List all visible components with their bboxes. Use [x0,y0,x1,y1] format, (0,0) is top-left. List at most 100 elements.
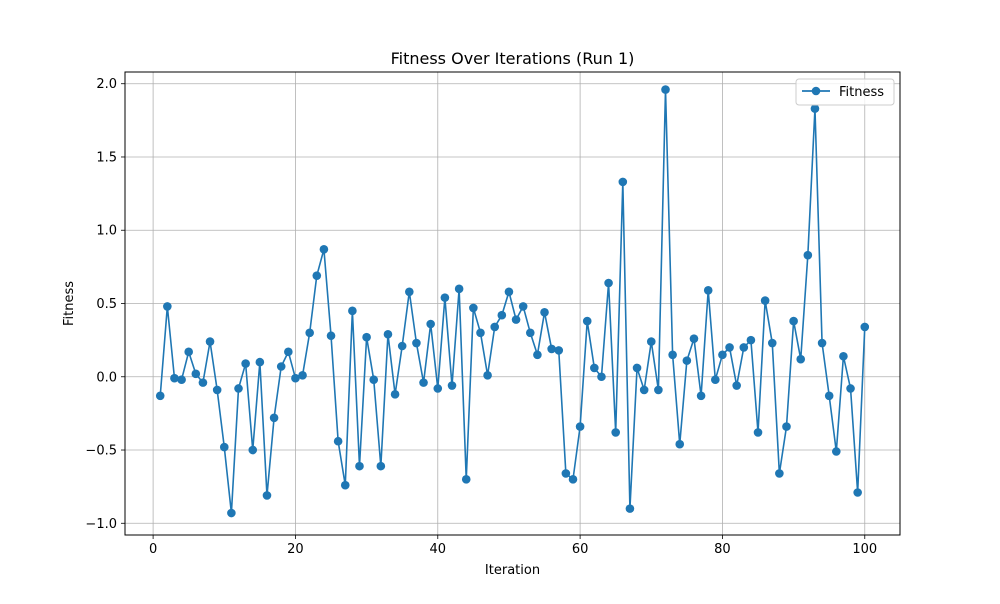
data-point [319,244,329,254]
data-point [853,488,862,497]
data-point [155,391,165,401]
y-axis-label: Fitness [62,281,77,326]
data-point [262,491,272,500]
data-point [362,332,371,342]
data-point [490,322,500,332]
data-point [205,337,215,346]
data-point [661,85,670,94]
data-point [163,302,172,311]
data-point [419,378,428,387]
data-point [561,469,571,478]
data-point [461,475,471,484]
y-tick-label: 0.0 [96,370,117,385]
data-point [454,284,464,294]
data-point [284,347,293,357]
data-point [575,422,585,431]
x-axis-label: Iteration [485,563,540,578]
data-point [426,319,435,329]
x-axis-ticks: 0 20 40 60 80 100 [149,535,877,557]
x-tick-label: 100 [852,542,877,557]
data-point [696,391,706,401]
data-point [269,413,279,423]
data-point [796,354,806,364]
data-point [198,378,208,387]
data-point [711,375,720,384]
data-point [753,428,763,437]
data-point [824,391,834,401]
data-point [219,442,229,452]
data-point [227,508,236,518]
data-point [832,447,841,456]
data-point [390,390,400,399]
data-point [682,356,692,365]
data-point [476,328,485,338]
data-point [568,475,578,484]
data-point [376,461,386,471]
series-fitness [155,85,870,518]
data-point [775,469,784,478]
data-point [725,343,734,352]
series-line [159,88,866,514]
data-point [469,303,478,313]
data-point [447,381,457,390]
data-point [412,338,421,348]
data-point [554,346,564,355]
data-point [646,337,656,346]
data-point [433,384,443,393]
data-point [248,445,258,455]
data-point [611,428,620,437]
y-tick-label: 0.5 [96,297,117,312]
data-point [525,328,535,338]
data-point [533,350,542,360]
data-point [654,385,663,395]
data-point [305,328,314,338]
x-tick-label: 80 [714,542,731,557]
y-tick-label: 1.0 [96,224,117,239]
legend-label: Fitness [839,85,884,100]
data-point [312,271,322,280]
data-point [846,384,855,393]
data-point [191,369,201,379]
x-tick-label: 0 [149,542,157,557]
data-point [675,439,685,449]
y-axis-ticks: −1.0 −0.5 0.0 0.5 1.0 1.5 2.0 [85,77,125,532]
data-point [241,359,250,368]
data-point [397,341,407,351]
data-point [689,334,699,343]
data-point [348,306,357,316]
data-point [604,278,613,288]
data-point [839,351,848,361]
data-point [582,316,592,326]
data-point [718,350,727,360]
data-point [340,480,350,490]
data-point [668,350,677,360]
data-point [803,250,813,260]
data-point [632,363,642,373]
data-point [540,307,549,317]
data-point [170,373,179,383]
data-point [618,177,628,187]
data-point [177,375,186,384]
data-point [298,370,307,380]
data-point [276,362,286,371]
data-point [639,385,649,395]
data-point [333,436,343,446]
data-point [212,385,222,395]
data-point [518,302,528,311]
data-point [511,315,521,324]
data-point [760,296,770,305]
data-point [860,322,870,332]
data-point [234,384,243,393]
data-point [746,335,756,345]
data-point [383,329,393,339]
data-point [255,357,265,367]
data-point [625,504,635,513]
x-tick-label: 60 [572,542,589,557]
legend: Fitness [795,78,895,106]
grid [125,72,900,535]
data-point [590,363,599,373]
data-point [291,373,300,383]
data-point [547,344,556,354]
x-tick-label: 20 [287,542,304,557]
